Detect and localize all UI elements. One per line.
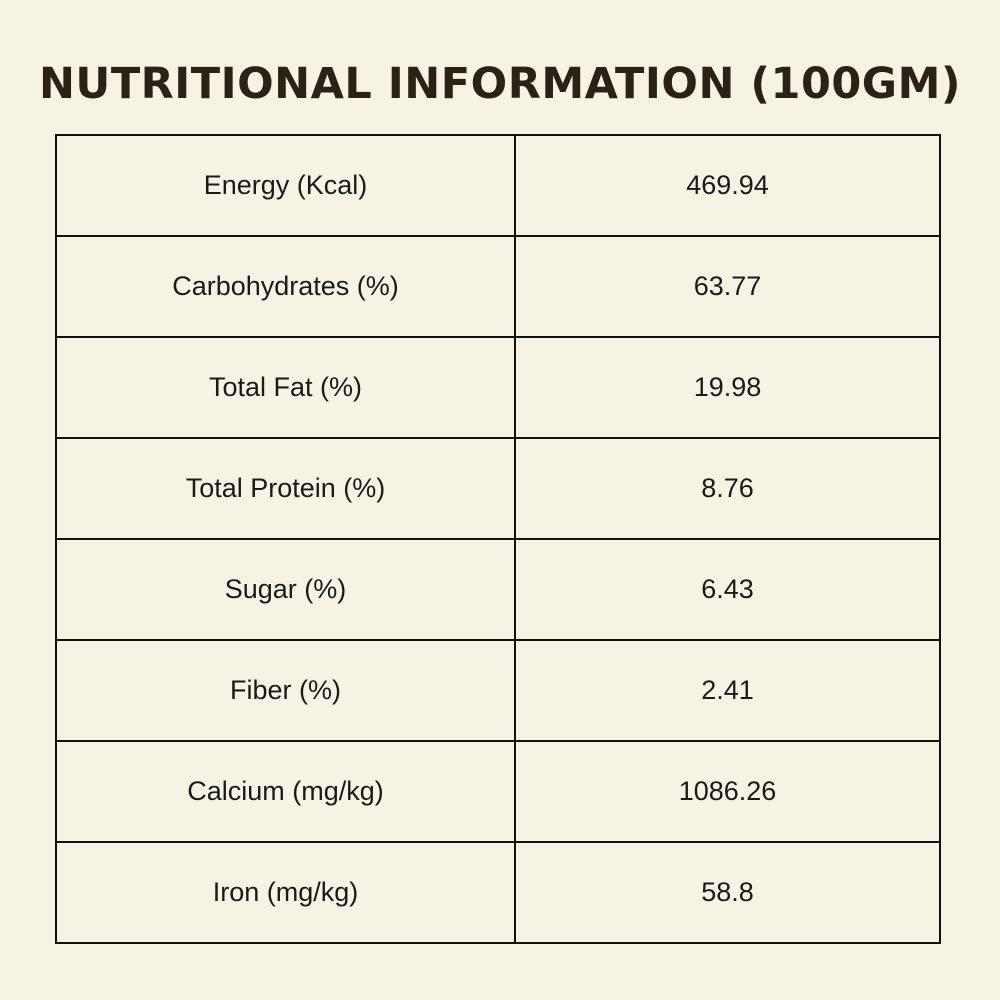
table-row: Sugar (%) 6.43 — [55, 538, 941, 641]
nutrient-value: 8.76 — [514, 437, 941, 540]
nutrient-label: Calcium (mg/kg) — [55, 740, 516, 843]
nutrient-label: Carbohydrates (%) — [55, 235, 516, 338]
nutrient-value: 2.41 — [514, 639, 941, 742]
nutrient-value: 6.43 — [514, 538, 941, 641]
table-row: Iron (mg/kg) 58.8 — [55, 841, 941, 944]
nutrient-label: Iron (mg/kg) — [55, 841, 516, 944]
table-row: Total Protein (%) 8.76 — [55, 437, 941, 540]
nutrition-table: Energy (Kcal) 469.94 Carbohydrates (%) 6… — [55, 134, 941, 944]
nutrient-label: Sugar (%) — [55, 538, 516, 641]
nutrient-label: Energy (Kcal) — [55, 134, 516, 237]
table-row: Carbohydrates (%) 63.77 — [55, 235, 941, 338]
nutrient-label: Total Fat (%) — [55, 336, 516, 439]
page-title: NUTRITIONAL INFORMATION (100GM) — [38, 59, 962, 109]
nutrient-value: 1086.26 — [514, 740, 941, 843]
nutrient-value: 469.94 — [514, 134, 941, 237]
table-row: Total Fat (%) 19.98 — [55, 336, 941, 439]
nutrient-value: 63.77 — [514, 235, 941, 338]
nutrient-value: 58.8 — [514, 841, 941, 944]
table-row: Calcium (mg/kg) 1086.26 — [55, 740, 941, 843]
nutrient-label: Total Protein (%) — [55, 437, 516, 540]
table-row: Fiber (%) 2.41 — [55, 639, 941, 742]
table-row: Energy (Kcal) 469.94 — [55, 134, 941, 237]
nutrient-label: Fiber (%) — [55, 639, 516, 742]
nutrient-value: 19.98 — [514, 336, 941, 439]
